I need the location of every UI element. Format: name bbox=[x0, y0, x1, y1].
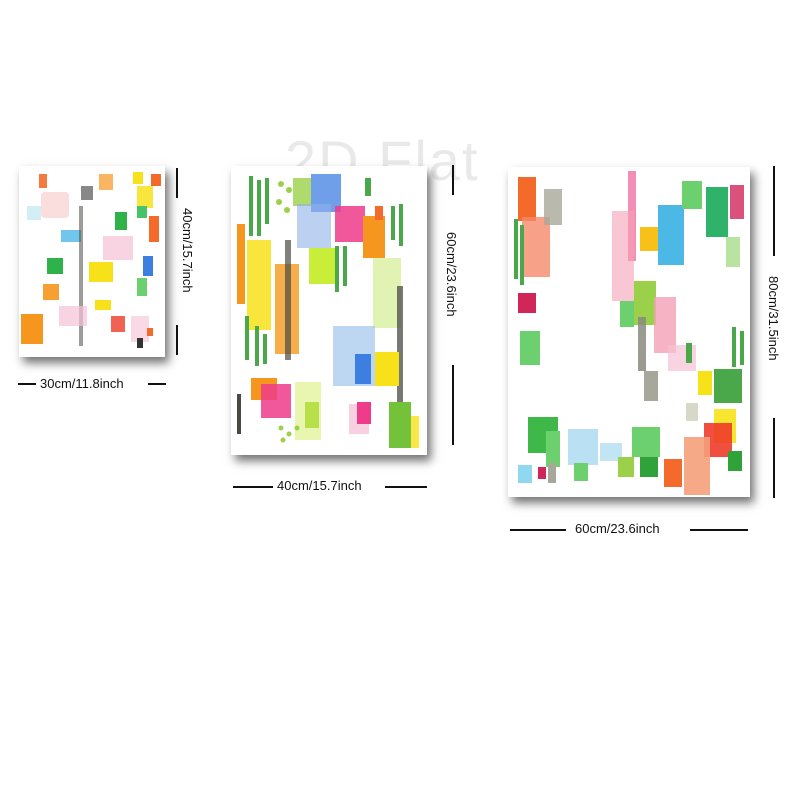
height-line-top-large bbox=[773, 166, 775, 256]
height-line-top-small bbox=[176, 168, 178, 198]
height-line-bottom-medium bbox=[452, 365, 454, 445]
height-label-small: 40cm/15.7inch bbox=[180, 208, 195, 293]
height-line-top-medium bbox=[452, 165, 454, 195]
height-label-medium: 60cm/23.6inch bbox=[444, 232, 459, 317]
width-label-medium: 40cm/15.7inch bbox=[277, 478, 362, 493]
artwork-medium bbox=[237, 174, 419, 448]
width-line-left-small bbox=[18, 383, 36, 385]
canvas-small bbox=[19, 166, 165, 357]
width-line-right-large bbox=[690, 529, 748, 531]
canvas-large bbox=[508, 167, 750, 497]
canvas-medium bbox=[231, 166, 427, 455]
width-label-small: 30cm/11.8inch bbox=[40, 376, 124, 391]
artwork-small bbox=[21, 172, 161, 348]
height-line-bottom-large bbox=[773, 418, 775, 498]
artwork-large bbox=[514, 171, 744, 495]
width-line-left-medium bbox=[233, 486, 273, 488]
width-label-large: 60cm/23.6inch bbox=[575, 521, 660, 536]
height-line-bottom-small bbox=[176, 325, 178, 355]
width-line-right-small bbox=[148, 383, 166, 385]
height-label-large: 80cm/31.5inch bbox=[766, 276, 781, 361]
width-line-right-medium bbox=[385, 486, 427, 488]
width-line-left-large bbox=[510, 529, 566, 531]
